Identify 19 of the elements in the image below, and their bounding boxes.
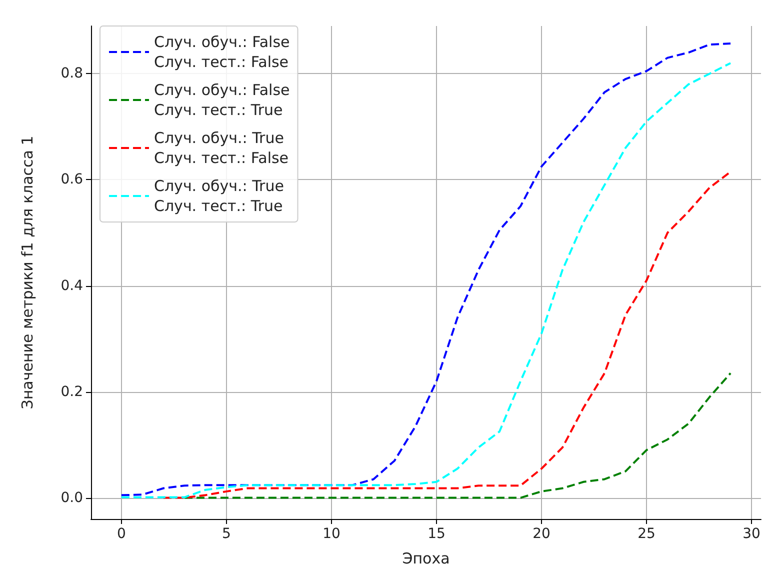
legend-label: Случ. обуч.: False Случ. тест.: False xyxy=(154,33,290,71)
y-tick-label: 0.0 xyxy=(60,490,83,506)
y-tick-label: 0.2 xyxy=(60,384,83,400)
x-tick-label: 15 xyxy=(428,526,446,542)
line-series xyxy=(183,372,732,499)
y-tick-label: 0.4 xyxy=(60,278,84,294)
legend-label: Случ. обуч.: True Случ. тест.: False xyxy=(154,129,289,167)
x-tick-label: 25 xyxy=(638,526,656,542)
x-tick-label: 0 xyxy=(116,526,126,542)
x-tick-label: 20 xyxy=(532,526,550,542)
legend-label: Случ. обуч.: False Случ. тест.: True xyxy=(154,81,290,119)
legend-label: Случ. обуч.: True Случ. тест.: True xyxy=(154,177,284,215)
x-tick-label: 30 xyxy=(742,526,760,542)
y-axis-title: Значение метрики f1 для класса 1 xyxy=(18,136,36,410)
x-tick-label: 10 xyxy=(322,526,340,542)
x-axis-title: Эпоха xyxy=(402,550,450,568)
x-tick-label: 5 xyxy=(222,526,231,542)
y-tick-label: 0.8 xyxy=(60,66,83,82)
y-tick-label: 0.6 xyxy=(60,172,84,188)
